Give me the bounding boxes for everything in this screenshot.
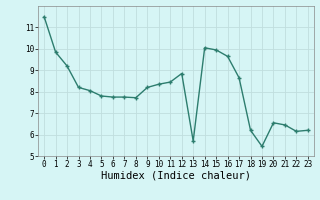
X-axis label: Humidex (Indice chaleur): Humidex (Indice chaleur) xyxy=(101,171,251,181)
